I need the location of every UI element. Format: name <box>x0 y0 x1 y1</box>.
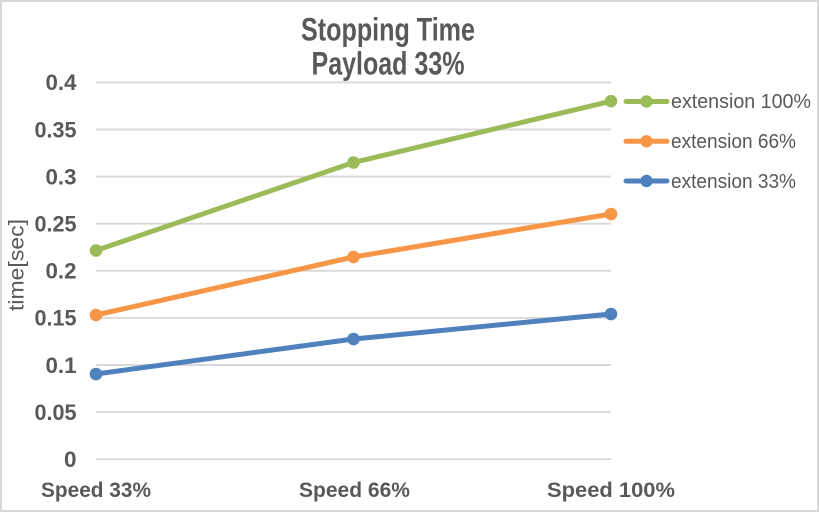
svg-text:time[sec]: time[sec] <box>6 219 29 311</box>
svg-text:0.35: 0.35 <box>35 117 77 142</box>
svg-text:Stopping Time: Stopping Time <box>301 11 475 48</box>
svg-text:Speed 33%: Speed 33% <box>41 478 151 502</box>
svg-text:0: 0 <box>64 447 77 472</box>
svg-text:0.2: 0.2 <box>46 259 77 284</box>
svg-text:0.1: 0.1 <box>46 353 77 378</box>
svg-text:Speed 100%: Speed 100% <box>547 478 675 502</box>
svg-text:Speed 66%: Speed 66% <box>299 478 410 502</box>
svg-text:extension 33%: extension 33% <box>671 170 796 193</box>
svg-text:0.4: 0.4 <box>46 70 77 95</box>
svg-text:0.25: 0.25 <box>35 212 77 237</box>
svg-text:0.3: 0.3 <box>46 164 77 189</box>
svg-text:extension 100%: extension 100% <box>671 90 811 113</box>
svg-text:Payload 33%: Payload 33% <box>312 45 465 82</box>
svg-text:extension 66%: extension 66% <box>671 130 796 153</box>
svg-text:0.05: 0.05 <box>35 400 77 425</box>
svg-text:0.15: 0.15 <box>35 306 77 331</box>
